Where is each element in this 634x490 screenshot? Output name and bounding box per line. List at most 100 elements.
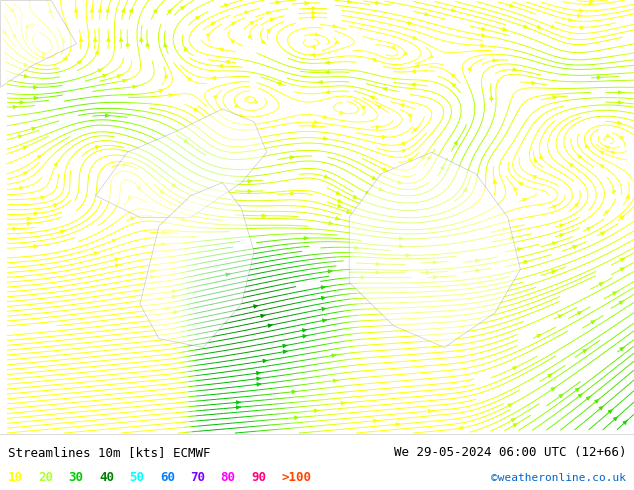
FancyArrowPatch shape — [139, 38, 143, 41]
FancyArrowPatch shape — [23, 146, 28, 149]
FancyArrowPatch shape — [406, 254, 410, 257]
FancyArrowPatch shape — [122, 79, 127, 82]
FancyArrowPatch shape — [62, 39, 65, 43]
FancyArrowPatch shape — [129, 9, 133, 13]
FancyArrowPatch shape — [586, 396, 591, 400]
FancyArrowPatch shape — [620, 215, 624, 220]
FancyArrowPatch shape — [548, 374, 552, 377]
FancyArrowPatch shape — [214, 96, 217, 99]
FancyArrowPatch shape — [90, 9, 94, 12]
FancyArrowPatch shape — [302, 329, 307, 332]
FancyArrowPatch shape — [262, 40, 265, 44]
FancyArrowPatch shape — [226, 273, 230, 276]
FancyArrowPatch shape — [333, 24, 337, 28]
FancyArrowPatch shape — [451, 83, 455, 87]
FancyArrowPatch shape — [612, 292, 617, 295]
FancyArrowPatch shape — [236, 401, 240, 404]
FancyArrowPatch shape — [383, 88, 387, 91]
FancyArrowPatch shape — [94, 38, 97, 41]
FancyArrowPatch shape — [619, 91, 623, 94]
FancyArrowPatch shape — [322, 308, 326, 311]
FancyArrowPatch shape — [619, 136, 623, 140]
FancyArrowPatch shape — [295, 416, 299, 419]
FancyArrowPatch shape — [34, 245, 38, 248]
FancyArrowPatch shape — [413, 36, 417, 39]
Text: 70: 70 — [190, 471, 205, 484]
FancyArrowPatch shape — [323, 115, 328, 119]
FancyArrowPatch shape — [370, 96, 374, 99]
FancyArrowPatch shape — [336, 191, 340, 195]
FancyArrowPatch shape — [508, 404, 512, 407]
FancyArrowPatch shape — [590, 0, 594, 3]
FancyArrowPatch shape — [18, 135, 23, 138]
FancyArrowPatch shape — [292, 390, 296, 393]
FancyArrowPatch shape — [608, 409, 612, 414]
FancyArrowPatch shape — [37, 155, 42, 159]
FancyArrowPatch shape — [122, 9, 125, 12]
FancyArrowPatch shape — [619, 301, 624, 304]
FancyArrowPatch shape — [354, 246, 358, 249]
FancyArrowPatch shape — [159, 89, 164, 93]
FancyArrowPatch shape — [583, 349, 587, 353]
FancyArrowPatch shape — [373, 419, 378, 422]
FancyArrowPatch shape — [27, 217, 31, 220]
FancyArrowPatch shape — [338, 199, 342, 202]
FancyArrowPatch shape — [402, 142, 406, 146]
FancyArrowPatch shape — [74, 9, 78, 12]
FancyArrowPatch shape — [335, 217, 340, 220]
FancyArrowPatch shape — [267, 29, 270, 33]
FancyArrowPatch shape — [408, 159, 412, 162]
FancyArrowPatch shape — [23, 172, 28, 175]
FancyArrowPatch shape — [537, 334, 541, 338]
FancyArrowPatch shape — [328, 270, 332, 273]
FancyArrowPatch shape — [236, 406, 240, 409]
FancyArrowPatch shape — [411, 83, 415, 86]
FancyArrowPatch shape — [315, 33, 320, 36]
FancyArrowPatch shape — [340, 111, 344, 115]
FancyArrowPatch shape — [476, 269, 479, 272]
FancyArrowPatch shape — [391, 46, 395, 49]
FancyArrowPatch shape — [481, 44, 485, 47]
FancyArrowPatch shape — [621, 258, 624, 261]
FancyArrowPatch shape — [94, 252, 98, 255]
FancyArrowPatch shape — [105, 114, 109, 117]
FancyArrowPatch shape — [513, 367, 517, 370]
Text: 20: 20 — [38, 471, 53, 484]
FancyArrowPatch shape — [429, 54, 433, 58]
FancyArrowPatch shape — [257, 371, 261, 375]
FancyArrowPatch shape — [591, 320, 595, 324]
FancyArrowPatch shape — [606, 134, 610, 137]
FancyArrowPatch shape — [404, 52, 408, 55]
FancyArrowPatch shape — [277, 82, 281, 85]
FancyArrowPatch shape — [34, 86, 37, 89]
FancyArrowPatch shape — [580, 26, 585, 29]
FancyArrowPatch shape — [605, 146, 609, 149]
FancyArrowPatch shape — [162, 243, 165, 246]
FancyArrowPatch shape — [553, 205, 557, 208]
FancyArrowPatch shape — [13, 34, 16, 38]
FancyArrowPatch shape — [96, 146, 100, 149]
FancyArrowPatch shape — [211, 22, 216, 25]
FancyArrowPatch shape — [20, 187, 23, 190]
FancyArrowPatch shape — [411, 70, 415, 73]
FancyArrowPatch shape — [24, 63, 29, 66]
FancyArrowPatch shape — [585, 144, 588, 148]
FancyArrowPatch shape — [162, 231, 166, 234]
FancyArrowPatch shape — [49, 9, 53, 13]
FancyArrowPatch shape — [347, 0, 351, 3]
FancyArrowPatch shape — [212, 76, 216, 80]
FancyArrowPatch shape — [181, 6, 185, 10]
FancyArrowPatch shape — [290, 156, 294, 159]
FancyArrowPatch shape — [329, 221, 333, 225]
FancyArrowPatch shape — [490, 96, 493, 100]
FancyArrowPatch shape — [24, 74, 29, 78]
FancyArrowPatch shape — [248, 179, 252, 183]
FancyArrowPatch shape — [112, 239, 116, 243]
FancyArrowPatch shape — [27, 222, 31, 225]
FancyArrowPatch shape — [376, 125, 380, 129]
FancyArrowPatch shape — [20, 101, 24, 104]
FancyArrowPatch shape — [206, 33, 210, 37]
FancyArrowPatch shape — [341, 401, 345, 405]
FancyArrowPatch shape — [482, 34, 486, 37]
FancyArrowPatch shape — [353, 195, 358, 198]
